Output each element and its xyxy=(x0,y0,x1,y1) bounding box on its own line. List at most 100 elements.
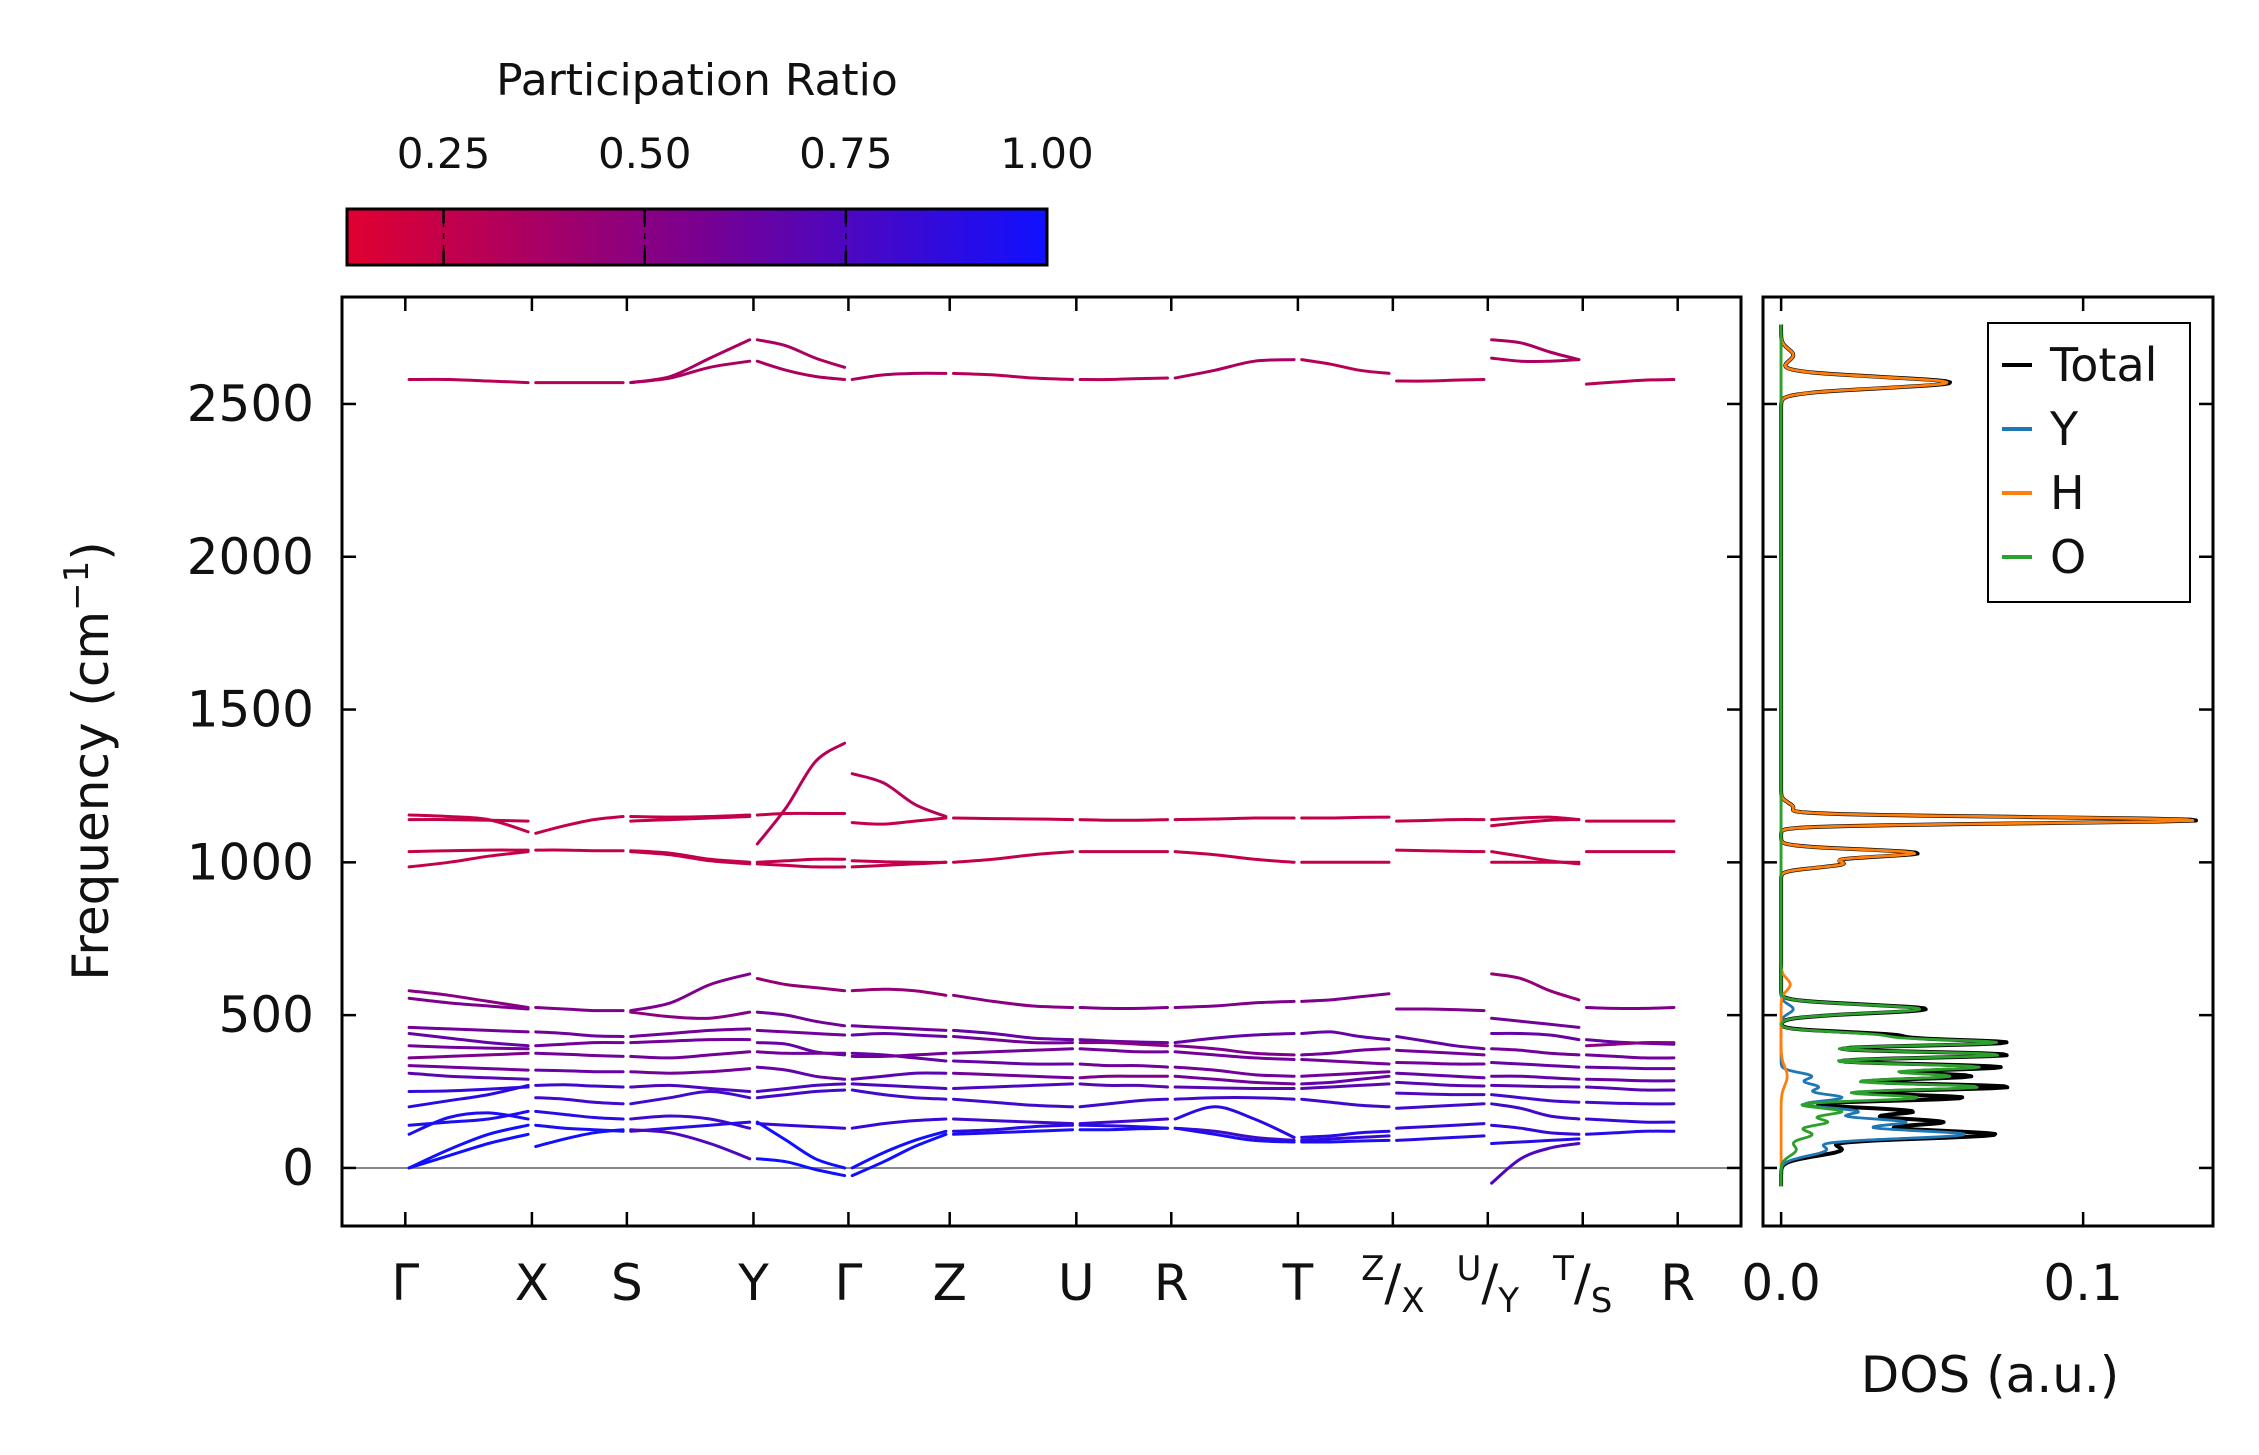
phonon-band xyxy=(407,850,530,869)
phonon-band xyxy=(1078,818,1169,822)
phonon-band xyxy=(1300,1074,1391,1086)
kpoint-label: Γ xyxy=(834,1254,862,1312)
phonon-band xyxy=(1300,1058,1391,1066)
phonon-band xyxy=(534,1128,625,1148)
phonon-band xyxy=(755,338,847,369)
phonon-band xyxy=(952,1059,1074,1066)
phonon-band xyxy=(1173,1074,1296,1086)
phonon-band xyxy=(1395,1061,1486,1066)
phonon-band xyxy=(850,1051,948,1059)
phonon-band xyxy=(1395,1102,1486,1110)
dos-axes-frame xyxy=(1761,295,2215,1228)
phonon-band xyxy=(1395,378,1486,383)
phonon-band xyxy=(1300,1138,1391,1144)
dos-axis-label: DOS (a.u.) xyxy=(1861,1346,2120,1404)
phonon-band xyxy=(755,741,847,846)
phonon-band xyxy=(952,850,1074,864)
band-axes-frame xyxy=(340,295,1743,1228)
phonon-band xyxy=(1490,818,1581,828)
phonon-band xyxy=(407,1064,530,1072)
phonon-band xyxy=(407,818,530,823)
phonon-band xyxy=(407,1051,530,1060)
frequency-tick-label: 2000 xyxy=(187,528,314,586)
phonon-band xyxy=(407,377,530,385)
phonon-band xyxy=(850,1082,948,1090)
phonon-band xyxy=(1300,1070,1391,1078)
phonon-band xyxy=(534,1068,625,1074)
dos-curves xyxy=(1779,323,2198,1188)
phonon-band xyxy=(629,1083,752,1093)
phonon-band xyxy=(850,860,948,869)
colorbar-tick-label: 1.00 xyxy=(1000,129,1094,178)
colorbar-tick-label: 0.50 xyxy=(598,129,692,178)
phonon-band xyxy=(850,772,948,818)
phonon-band xyxy=(1300,1047,1391,1057)
phonon-band xyxy=(1395,1048,1486,1057)
phonon-band xyxy=(1300,1134,1391,1142)
phonon-band xyxy=(629,972,752,1013)
phonon-band xyxy=(1300,815,1391,820)
phonon-band xyxy=(1490,338,1581,362)
phonon-band xyxy=(1490,850,1581,866)
phonon-band xyxy=(755,1065,847,1081)
phonon-band xyxy=(1300,1129,1391,1139)
kpoint-label: T/S xyxy=(1552,1249,1612,1321)
phonon-band xyxy=(1585,1041,1676,1048)
kpoint-label: R xyxy=(1660,1254,1695,1312)
frequency-axis: 0 500 1000 1500 2000 2500 xyxy=(187,375,1741,1197)
phonon-band xyxy=(850,816,948,826)
phonon-band xyxy=(629,815,752,823)
phonon-band xyxy=(407,996,530,1011)
phonon-band xyxy=(1585,1065,1676,1071)
phonon-band xyxy=(629,1027,752,1038)
phonon-band xyxy=(1078,1006,1169,1011)
phonon-band xyxy=(407,1132,530,1170)
phonon-band xyxy=(1395,1035,1486,1051)
phonon-band xyxy=(755,977,847,993)
legend-label: O xyxy=(2050,530,2086,584)
legend-label: H xyxy=(2050,466,2085,520)
phonon-band xyxy=(534,1006,625,1013)
phonon-band xyxy=(755,857,847,864)
phonon-band xyxy=(850,1024,948,1032)
kpoint-label: U xyxy=(1058,1254,1095,1312)
colorbar: Participation Ratio 0.25 0.50 0.75 1.00 xyxy=(345,55,1094,267)
phonon-band xyxy=(952,1035,1074,1045)
phonon-band xyxy=(850,371,948,381)
band-kpoint-ticks xyxy=(404,297,1679,1226)
dos-tick-label: 0.0 xyxy=(1741,1254,1821,1312)
phonon-band xyxy=(1585,1100,1676,1106)
phonon-band xyxy=(629,338,752,385)
phonon-band xyxy=(534,1096,625,1106)
phonon-band xyxy=(1078,1117,1169,1126)
phonon-band xyxy=(1173,1065,1296,1078)
colorbar-gradient xyxy=(345,207,1049,267)
band-panel: 0 500 1000 1500 2000 2500 Γ X S Y Γ Z U R T Z/X U/Y T/S R… xyxy=(57,295,1743,1321)
phonon-band xyxy=(1300,992,1391,1003)
phonon-band xyxy=(1490,1047,1581,1057)
phonon-band xyxy=(850,1031,948,1038)
phonon-band xyxy=(629,1128,752,1161)
phonon-band xyxy=(755,1028,847,1037)
frequency-tick-label: 0 xyxy=(282,1139,314,1197)
phonon-band xyxy=(952,1128,1074,1136)
phonon-band xyxy=(1490,1074,1581,1081)
phonon-band xyxy=(1490,1102,1581,1121)
phonon-band xyxy=(1490,1123,1581,1136)
phonon-band xyxy=(1490,1016,1581,1029)
phonon-band xyxy=(407,848,530,854)
phonon-band xyxy=(1490,356,1581,363)
phonon-band xyxy=(952,1123,1074,1133)
kpoint-label: R xyxy=(1154,1254,1189,1312)
phonon-band xyxy=(1078,1062,1169,1069)
kpoint-label: Y xyxy=(737,1254,769,1312)
phonon-band xyxy=(952,1097,1074,1109)
phonon-band xyxy=(755,1120,847,1170)
kpoint-label: X xyxy=(515,1254,549,1312)
phonon-band xyxy=(1078,1126,1169,1132)
phonon-band xyxy=(952,816,1074,822)
phonon-band xyxy=(1078,1047,1169,1054)
phonon-band xyxy=(850,1117,948,1130)
dos-axis: 0.0 0.1 xyxy=(1741,297,2213,1312)
phonon-band xyxy=(534,848,625,853)
